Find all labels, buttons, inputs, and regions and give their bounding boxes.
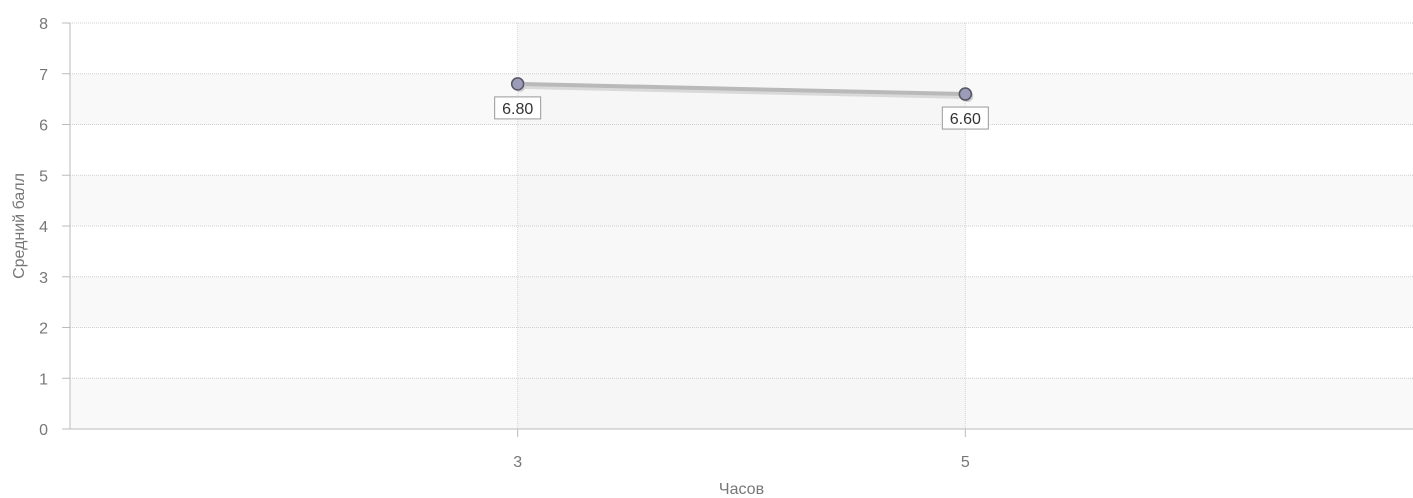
data-label-box <box>941 106 989 130</box>
y-bands <box>70 23 1413 429</box>
data-point[interactable] <box>958 87 973 101</box>
x-axis-title: Часов <box>719 481 764 498</box>
y-tick-label: 6 <box>39 118 48 135</box>
y-tick-label: 1 <box>39 371 48 388</box>
y-axis-title: Средний балл <box>11 173 28 279</box>
y-tick-label: 5 <box>39 168 48 185</box>
x-tick-label: 3 <box>513 454 522 471</box>
y-tick-label: 8 <box>39 16 48 33</box>
x-tick-label: 5 <box>961 454 970 471</box>
y-tick-label: 3 <box>39 270 48 287</box>
data-label-box <box>494 96 542 120</box>
data-label: 6.80 <box>502 101 533 118</box>
data-label: 6.60 <box>950 111 981 128</box>
y-tick-label: 0 <box>39 422 48 439</box>
series-line <box>515 81 968 97</box>
y-tick-labels: 0 1 2 3 4 5 6 7 8 <box>39 16 48 439</box>
series-group <box>510 77 974 103</box>
data-labels: 6.80 6.60 <box>494 96 989 130</box>
y-tick-label: 2 <box>39 321 48 338</box>
axes <box>62 22 1413 437</box>
data-point[interactable] <box>510 77 525 91</box>
y-tick-label: 4 <box>39 219 48 236</box>
y-tick-label: 7 <box>39 67 48 84</box>
